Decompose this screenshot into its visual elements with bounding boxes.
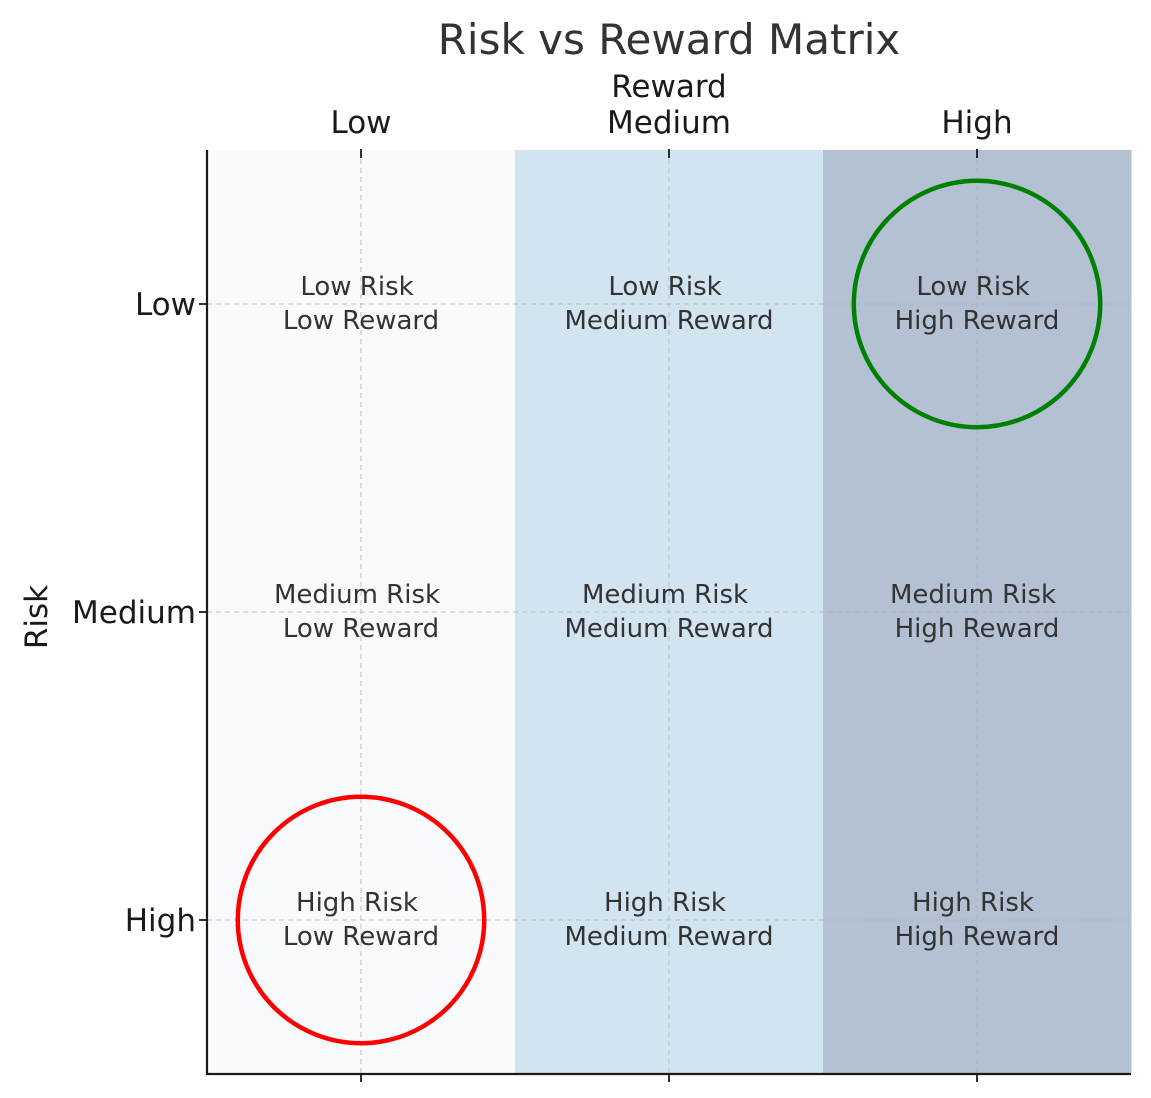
cell-medium-risk-low-reward-line2: Low Reward [283, 614, 439, 644]
cell-low-risk-medium-reward-line2: Medium Reward [564, 306, 773, 336]
cell-low-risk-low-reward-line2: Low Reward [283, 306, 439, 336]
x-tick-label-low: Low [330, 105, 391, 141]
highlight-circle-low-risk-high-reward [851, 178, 1103, 430]
x-tick-label-high: High [941, 105, 1012, 141]
y-tick-label-medium: Medium [72, 595, 196, 631]
cell-medium-risk-low-reward-line1: Medium Risk [274, 580, 440, 610]
cell-label-layer: Low Risk Low Reward Low Risk Medium Reward L… [274, 272, 1059, 952]
x-axis-label: Reward [611, 69, 726, 105]
cell-low-risk-high-reward-line2: High Reward [895, 306, 1060, 336]
cell-low-risk-low-reward-line1: Low Risk [300, 272, 413, 302]
cell-medium-risk-medium-reward-line1: Medium Risk [582, 580, 748, 610]
cell-low-risk-medium-reward-line1: Low Risk [608, 272, 721, 302]
cell-high-risk-low-reward-line2: Low Reward [283, 922, 439, 952]
y-axis-label: Risk [19, 585, 55, 649]
cell-medium-risk-high-reward-line1: Medium Risk [890, 580, 1056, 610]
y-tick-label-low: Low [135, 287, 196, 323]
cell-high-risk-high-reward-line2: High Reward [895, 922, 1060, 952]
highlight-layer [235, 178, 1103, 1046]
cell-medium-risk-high-reward-line2: High Reward [895, 614, 1060, 644]
y-tick-label-high: High [125, 903, 196, 939]
cell-high-risk-high-reward-line1: High Risk [912, 888, 1034, 918]
cell-low-risk-high-reward-line1: Low Risk [916, 272, 1029, 302]
cell-high-risk-low-reward-line1: High Risk [296, 888, 418, 918]
axes-layer [199, 149, 1131, 1082]
cell-medium-risk-medium-reward-line2: Medium Reward [564, 614, 773, 644]
tick-label-layer: Low Medium High Low Medium High [72, 105, 1013, 939]
cell-high-risk-medium-reward-line1: High Risk [604, 888, 726, 918]
chart-title: Risk vs Reward Matrix [438, 15, 901, 64]
x-tick-label-medium: Medium [607, 105, 731, 141]
highlight-circle-high-risk-low-reward [235, 794, 487, 1046]
cell-high-risk-medium-reward-line2: Medium Reward [564, 922, 773, 952]
grid-layer [207, 150, 1131, 1074]
